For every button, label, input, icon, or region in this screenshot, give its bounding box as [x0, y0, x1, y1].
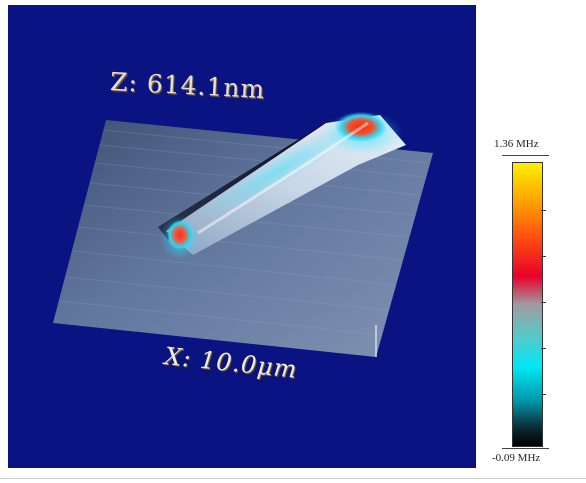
colorbar-tick [541, 348, 546, 349]
afm-3d-surface-render [53, 111, 433, 357]
afm-3d-plot-panel: Z: 614.1nm X: 10.0μm [8, 5, 476, 468]
colorbar-bottom-rule [502, 448, 549, 449]
colorbar-tick [541, 394, 546, 395]
surface-plane [53, 120, 433, 357]
colorbar-tick [541, 210, 546, 211]
colorbar-min-label: -0.09 MHz [492, 452, 541, 464]
colorbar: 1.36 MHz -0.09 MHz [490, 138, 582, 468]
ridge-end-hotspot [167, 220, 193, 250]
colorbar-tick [541, 256, 546, 257]
colorbar-top-rule [502, 155, 549, 156]
colorbar-tick [541, 302, 546, 303]
colorbar-gradient [512, 162, 543, 447]
colorbar-max-label: 1.36 MHz [494, 138, 539, 150]
bottom-divider [0, 478, 586, 479]
